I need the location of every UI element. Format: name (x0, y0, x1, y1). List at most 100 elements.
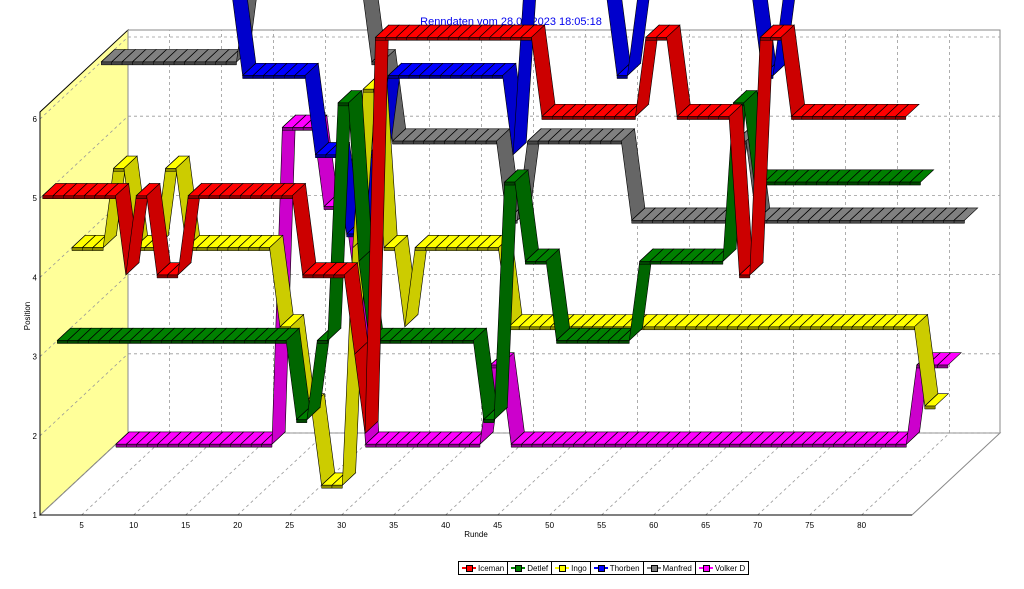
grid-line (757, 432, 846, 516)
series-rib (787, 207, 802, 221)
series-segment-edge (454, 140, 466, 145)
series-rib (818, 207, 833, 221)
series-segment-edge (202, 340, 214, 344)
series-rib (868, 169, 882, 183)
legend-label: Ingo (571, 563, 587, 573)
series-rib (202, 327, 217, 341)
series-segment-edge (485, 140, 497, 145)
series-segment-edge (670, 261, 682, 265)
series-rib (670, 248, 685, 262)
series-segment (627, 0, 650, 77)
series-segment-edge (674, 326, 686, 331)
series-segment-edge (608, 340, 620, 344)
series-segment-edge (701, 261, 713, 265)
series-segment-edge (778, 326, 790, 331)
series-rib (88, 327, 102, 341)
series-segment-edge (441, 340, 453, 344)
series-segment-edge (333, 274, 345, 279)
series-segment-edge (104, 195, 116, 199)
series-segment-edge (862, 326, 874, 331)
series-segment-edge (215, 61, 227, 66)
series-segment-edge (71, 247, 83, 251)
series-rib (71, 235, 86, 248)
series-segment-edge (872, 326, 884, 331)
series-segment-edge (423, 140, 435, 145)
series-rib (431, 327, 446, 341)
series-rib (321, 472, 335, 486)
series-rib (770, 431, 785, 445)
series-segment-edge (697, 116, 709, 120)
series-segment-edge (408, 75, 420, 79)
series-rib (521, 431, 535, 445)
series-segment-edge (712, 261, 724, 265)
series-rib (444, 128, 458, 142)
series-rib (227, 235, 242, 248)
series-rib (614, 431, 629, 445)
series-segment-edge (878, 181, 890, 186)
series-rib (847, 169, 862, 183)
series-rib (889, 169, 903, 183)
series-segment-edge (504, 181, 516, 186)
series-segment-edge (841, 326, 853, 331)
series-rib (893, 314, 907, 328)
series-rib (874, 431, 889, 445)
series-segment-edge (521, 443, 533, 448)
series-rib (98, 327, 113, 341)
series-segment-edge (487, 247, 499, 251)
series-segment-edge (392, 140, 404, 145)
series-rib (853, 104, 868, 117)
series-segment-edge (805, 181, 817, 186)
series-rib (215, 49, 230, 63)
series-rib (292, 114, 307, 128)
series-rib (891, 207, 906, 221)
series-rib (899, 169, 914, 183)
series-rib (569, 128, 583, 142)
series-segment-edge (631, 220, 643, 224)
series-segment-edge (552, 443, 564, 448)
series-segment-edge (292, 127, 304, 131)
series-segment-edge (656, 443, 668, 448)
series-segment-edge (864, 443, 876, 448)
y-tick-label: 5 (33, 194, 38, 203)
series-segment-edge (933, 220, 944, 224)
series-segment-edge (714, 220, 726, 224)
series-rib (750, 431, 764, 445)
legend-item: Thorben (591, 562, 644, 574)
series-rib (520, 24, 535, 38)
series-segment-edge (92, 247, 104, 251)
series-rib (487, 235, 502, 248)
series-rib (701, 248, 716, 262)
grid-line (445, 432, 534, 516)
series-segment-edge (551, 116, 563, 120)
series-segment-edge (111, 61, 123, 66)
series-rib (425, 235, 439, 248)
series-rib (184, 49, 198, 63)
series-segment-edge (646, 443, 658, 448)
series-rib (132, 49, 146, 63)
series-segment-edge (810, 326, 822, 331)
series-rib (142, 49, 157, 63)
series-segment-edge (427, 37, 439, 41)
series-segment-edge (250, 443, 262, 448)
series-iceman (41, 24, 920, 435)
series-segment-edge (491, 75, 503, 79)
series-segment-edge (167, 274, 179, 279)
series-segment-edge (136, 443, 148, 448)
series-rib (198, 431, 213, 445)
series-rib (953, 207, 968, 221)
series-rib (697, 104, 712, 117)
series-rib (909, 169, 924, 183)
series-segment-edge (396, 443, 408, 448)
series-rib (666, 431, 681, 445)
series-rib (562, 104, 577, 117)
series-rib (294, 63, 309, 76)
series-rib (383, 235, 398, 248)
series-rib (406, 24, 421, 38)
series-segment-edge (416, 37, 428, 41)
series-segment-edge (614, 443, 626, 448)
series-rib (414, 235, 429, 248)
series-segment-edge (895, 116, 907, 120)
series-segment-edge (537, 140, 549, 145)
series-segment-edge (225, 61, 237, 66)
series-segment-edge (315, 154, 327, 158)
